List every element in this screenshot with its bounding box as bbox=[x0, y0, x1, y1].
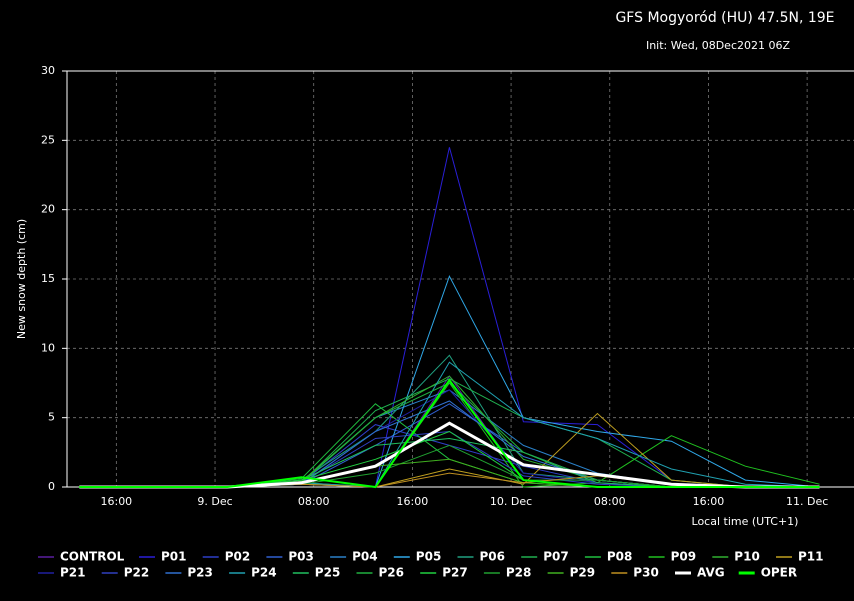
legend-label: P06 bbox=[480, 550, 506, 564]
chart-subtitle: Init: Wed, 08Dec2021 06Z bbox=[646, 39, 791, 52]
x-axis-label: Local time (UTC+1) bbox=[692, 515, 799, 528]
y-tick-label: 25 bbox=[41, 133, 55, 146]
legend-label: P02 bbox=[225, 550, 251, 564]
y-tick-label: 5 bbox=[48, 411, 55, 424]
legend-label: P28 bbox=[506, 566, 532, 580]
chart-title: GFS Mogyoród (HU) 47.5N, 19E bbox=[615, 10, 834, 26]
legend-label: P21 bbox=[60, 566, 86, 580]
y-tick-label: 20 bbox=[41, 203, 55, 216]
series-line bbox=[79, 382, 820, 488]
x-tick-label: 10. Dec bbox=[490, 495, 532, 508]
series-line bbox=[79, 378, 820, 489]
legend-label: AVG bbox=[697, 566, 725, 580]
legend-label: OPER bbox=[761, 566, 797, 580]
x-tick-label: 11. Dec bbox=[786, 495, 828, 508]
y-tick-label: 30 bbox=[41, 64, 55, 77]
legend-label: P24 bbox=[251, 566, 277, 580]
legend-label: P27 bbox=[442, 566, 468, 580]
legend-label: P22 bbox=[124, 566, 150, 580]
y-axis-label: New snow depth (cm) bbox=[15, 219, 28, 339]
legend-label: P10 bbox=[734, 550, 760, 564]
y-tick-label: 10 bbox=[41, 341, 55, 354]
legend-label: P23 bbox=[187, 566, 213, 580]
legend-label: P26 bbox=[379, 566, 405, 580]
y-tick-label: 0 bbox=[48, 480, 55, 493]
legend-label: CONTROL bbox=[60, 550, 125, 564]
legend-label: P03 bbox=[288, 550, 314, 564]
legend-label: P07 bbox=[543, 550, 569, 564]
series-line bbox=[79, 382, 820, 488]
x-tick-label: 16:00 bbox=[397, 495, 429, 508]
legend-label: P01 bbox=[161, 550, 187, 564]
legend-label: P05 bbox=[416, 550, 442, 564]
legend-label: P09 bbox=[671, 550, 697, 564]
legend-label: P11 bbox=[798, 550, 824, 564]
x-tick-label: 9. Dec bbox=[197, 495, 232, 508]
x-tick-label: 08:00 bbox=[298, 495, 330, 508]
x-tick-label: 16:00 bbox=[100, 495, 132, 508]
legend-label: P04 bbox=[352, 550, 378, 564]
legend-label: P30 bbox=[633, 566, 659, 580]
legend-label: P25 bbox=[315, 566, 341, 580]
legend-label: P29 bbox=[570, 566, 596, 580]
x-tick-label: 08:00 bbox=[594, 495, 626, 508]
legend-label: P08 bbox=[607, 550, 633, 564]
y-tick-label: 15 bbox=[41, 272, 55, 285]
x-tick-label: 16:00 bbox=[693, 495, 725, 508]
